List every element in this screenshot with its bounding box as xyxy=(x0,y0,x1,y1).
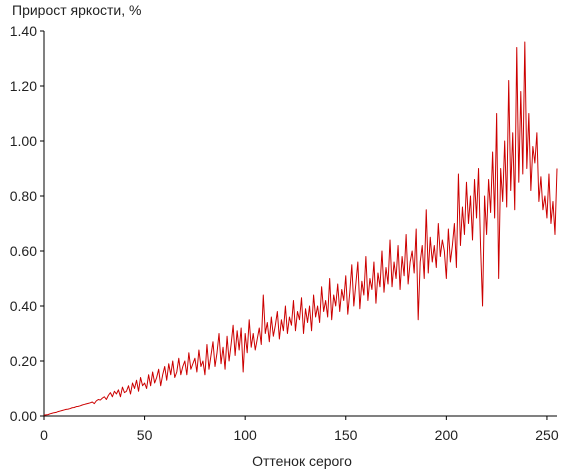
y-tick-label: 1.00 xyxy=(10,133,37,149)
series-layer xyxy=(43,41,558,416)
y-tick-label: 0.60 xyxy=(10,243,37,259)
axes xyxy=(43,31,557,417)
y-tick-label: 0.00 xyxy=(10,408,37,424)
y-tick-label: 1.40 xyxy=(10,23,37,39)
x-tick-label: 150 xyxy=(334,427,358,443)
x-tick-label: 0 xyxy=(40,427,48,443)
x-tick-label: 200 xyxy=(435,427,459,443)
ticks: 0.00 0.20 0.40 0.60 0.80 1.00 1.20 1.40 0 50 100 15… xyxy=(10,23,559,443)
y-tick-label: 1.20 xyxy=(10,78,37,94)
y-tick-label: 0.80 xyxy=(10,188,37,204)
x-axis-title: Оттенок серого xyxy=(252,453,352,469)
y-tick-label: 0.20 xyxy=(10,353,37,369)
y-tick-label: 0.40 xyxy=(10,298,37,314)
series-line xyxy=(43,41,558,416)
x-tick-label: 100 xyxy=(233,427,257,443)
y-axis-title: Прирост яркости, % xyxy=(12,2,141,18)
x-tick-label: 250 xyxy=(535,427,559,443)
x-tick-label: 50 xyxy=(137,427,153,443)
